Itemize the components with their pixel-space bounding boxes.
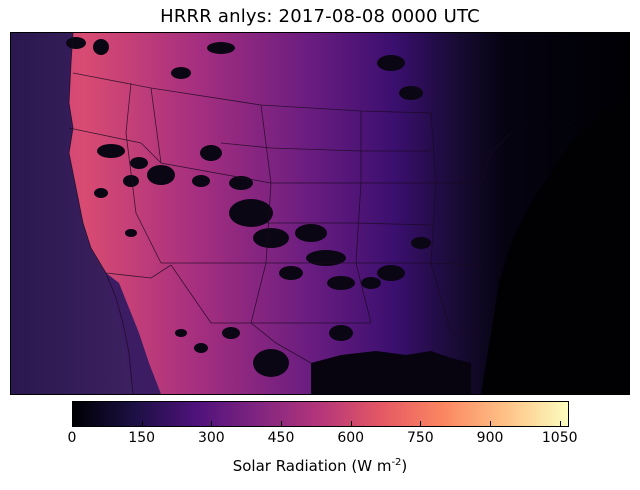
colorbar-tick-label: 150 — [128, 430, 156, 446]
baja-peninsula — [106, 273, 161, 394]
state-borders — [68, 33, 512, 394]
colorbar-tick-label: 750 — [406, 430, 434, 446]
colorbar-tick-mark — [281, 421, 283, 426]
map-title: HRRR anlys: 2017-08-08 0000 UTC — [160, 6, 480, 27]
colorbar-label-close: ) — [401, 457, 408, 475]
pacific-ocean — [11, 33, 133, 394]
colorbar-tick-mark — [72, 421, 73, 426]
colorbar-label-main: Solar Radiation (W m — [232, 457, 392, 475]
colorbar-tick-label: 1050 — [541, 430, 578, 446]
colorbar-label-exponent: -2 — [391, 457, 402, 468]
colorbar-tick-mark — [211, 421, 213, 426]
colorbar-tick-label: 900 — [476, 430, 504, 446]
map-panel — [10, 32, 630, 395]
colorbar — [72, 401, 569, 427]
colorbar-tick-label: 600 — [337, 430, 365, 446]
colorbar-tick-mark — [490, 421, 492, 426]
colorbar-tick-mark — [420, 421, 422, 426]
colorbar-label: Solar Radiation (W m-2) — [0, 457, 640, 475]
colorbar-tick-mark — [141, 421, 143, 426]
gulf-of-mexico — [311, 351, 471, 394]
atlantic-ocean — [481, 93, 629, 394]
colorbar-tick-label: 300 — [197, 430, 225, 446]
radiation-map — [11, 33, 629, 394]
colorbar-tick-mark — [350, 421, 352, 426]
colorbar-tick-label: 0 — [67, 430, 77, 446]
cloud-cover — [66, 37, 431, 377]
colorbar-tick-label: 450 — [267, 430, 295, 446]
colorbar-tick-mark — [559, 421, 561, 426]
